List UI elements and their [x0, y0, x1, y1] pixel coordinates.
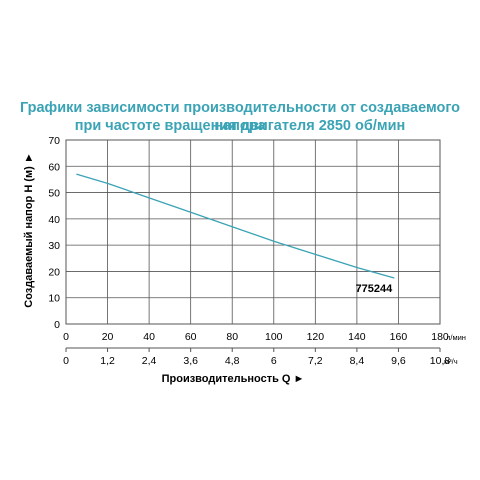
series-curve: [76, 173, 395, 279]
x-tick-label-lpm: 20: [102, 331, 114, 343]
y-tick-label: 30: [48, 240, 60, 252]
x-tick-label-m3h: 8,4: [350, 355, 365, 367]
y-tick-label: 50: [48, 188, 60, 200]
x-tick-label-m3h: 10,8: [430, 355, 451, 367]
x-tick-label-lpm: 160: [390, 331, 408, 343]
chart-title-line-2: при частоте вращения двигателя 2850 об/м…: [74, 118, 406, 134]
x-tick-label-m3h: 0: [63, 355, 69, 367]
x-unit-lpm: л/мин: [446, 333, 466, 342]
x-tick-label-m3h: 6: [271, 355, 277, 367]
y-tick-label: 10: [48, 293, 60, 305]
x-tick-label-lpm: 120: [307, 331, 325, 343]
x-tick-label-m3h: 7,2: [308, 355, 323, 367]
x-axis-title: Производительность Q ►: [162, 373, 305, 385]
chart-title-line-1: Графики зависимости производительности о…: [19, 100, 461, 134]
y-tick-label: 60: [48, 161, 60, 173]
y-tick-label: 0: [54, 319, 60, 331]
y-tick-label: 40: [48, 214, 60, 226]
x-tick-label-lpm: 100: [265, 331, 283, 343]
x-tick-label-m3h: 1,2: [100, 355, 115, 367]
x-tick-label-m3h: 4,8: [225, 355, 240, 367]
x-tick-label-lpm: 0: [63, 331, 69, 343]
x-tick-label-lpm: 60: [185, 331, 197, 343]
x-tick-label-lpm: 40: [143, 331, 155, 343]
x-tick-label-lpm: 80: [226, 331, 238, 343]
plot-area: [65, 139, 441, 325]
series-label: 775244: [356, 283, 394, 295]
x-unit-m3h: м³/ч: [444, 357, 458, 366]
x-tick-label-lpm: 180: [431, 331, 449, 343]
y-axis-title: Создаваемый напор H (м) ►: [23, 152, 35, 307]
x-tick-label-m3h: 2,4: [142, 355, 157, 367]
y-tick-label: 70: [48, 135, 60, 147]
x-tick-label-m3h: 9,6: [391, 355, 406, 367]
y-tick-label: 20: [48, 266, 60, 278]
x-tick-label-lpm: 140: [348, 331, 366, 343]
x-tick-label-m3h: 3,6: [183, 355, 198, 367]
